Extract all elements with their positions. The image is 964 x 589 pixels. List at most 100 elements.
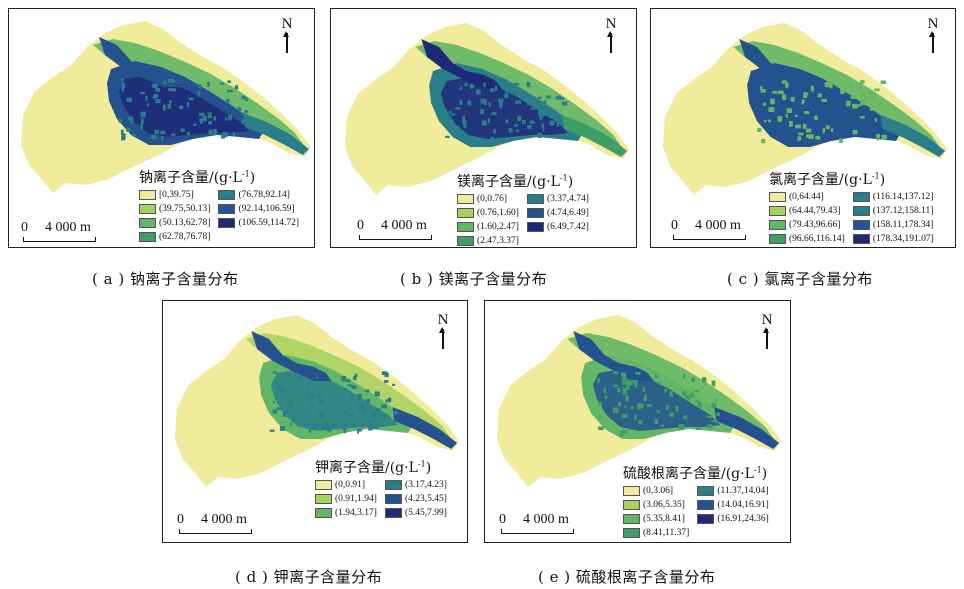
salinity-map-a — [21, 21, 311, 193]
legend-swatch — [623, 485, 640, 496]
map-pixel — [763, 102, 766, 106]
map-pixel — [860, 93, 865, 97]
legend-item: (62.78,76.78] — [139, 231, 210, 242]
map-pixel — [536, 104, 542, 109]
map-pixel — [695, 400, 700, 403]
map-pixel — [303, 422, 308, 427]
map-pixel — [597, 378, 600, 384]
map-pixel — [151, 135, 157, 140]
legend-swatch — [457, 193, 474, 204]
legend-swatch — [139, 203, 156, 214]
map-pixel — [627, 379, 634, 386]
map-pixel — [480, 109, 485, 114]
map-pixel — [207, 81, 210, 87]
map-pixel — [556, 95, 561, 100]
legend-swatch — [139, 231, 156, 242]
map-pixel — [193, 123, 197, 126]
map-pixel — [603, 387, 606, 394]
map-zone — [270, 369, 399, 431]
legend-label: (79.43,96.66] — [789, 219, 841, 230]
legend-label: (137.12,158.11] — [872, 205, 934, 216]
map-pixel — [121, 86, 124, 92]
legend-label: (116.14,137.12] — [872, 191, 934, 202]
legend-title-a: 钠离子含量/(g·L-1) — [139, 169, 256, 186]
legend-item: (5.45,7.99] — [384, 507, 447, 518]
legend-swatch — [139, 217, 156, 228]
map-pixel — [515, 100, 522, 104]
map-pixel — [227, 89, 233, 93]
map-pixel — [549, 120, 555, 126]
legend-label: (11.37,14.04] — [717, 485, 769, 496]
map-zone — [440, 77, 569, 139]
legend-label: (4.23,5.45] — [404, 493, 447, 504]
map-pixel — [187, 131, 190, 136]
map-pixel — [541, 123, 544, 128]
legend-classes-e: (0,3.06] (3.06,5.35] (5.35,8.41] (8.41,11.3… — [623, 485, 769, 538]
map-pixel — [126, 127, 131, 132]
map-zone — [99, 37, 181, 87]
map-pixel — [714, 420, 718, 423]
map-pixel — [795, 124, 801, 129]
map-pixel — [635, 372, 641, 375]
legend-classes-d: (0,0.91] (0.91,1.94] (1.94,3.17] (3.17,4.23… — [315, 479, 447, 518]
map-pixel — [167, 103, 172, 109]
map-pixel — [613, 371, 619, 374]
map-pixel — [225, 117, 228, 121]
legend-label: (3.37,4.74] — [546, 193, 589, 204]
legend-label: (158.11,178.34] — [872, 219, 934, 230]
legend-item: (3.17,4.23] — [384, 479, 447, 490]
legend-label: (4.74,6.49] — [546, 207, 589, 218]
map-pixel — [294, 372, 299, 375]
map-pixel — [343, 429, 347, 434]
map-pixel — [646, 404, 652, 407]
map-pixel — [537, 132, 542, 138]
map-pixel — [321, 414, 324, 419]
map-pixel — [760, 89, 766, 93]
map-pixel — [140, 111, 146, 118]
map-pixel — [372, 418, 375, 424]
legend-item: (0,0.91] — [315, 479, 377, 490]
salinity-map-b — [344, 23, 630, 195]
map-pixel — [385, 399, 390, 403]
map-pixel — [656, 410, 660, 413]
map-pixel — [669, 412, 674, 417]
legend-item: (0,3.06] — [623, 485, 689, 496]
map-pixel — [675, 406, 679, 412]
legend-item: (11.37,14.04] — [697, 485, 768, 496]
map-pixel — [282, 412, 287, 417]
map-pixel — [790, 97, 795, 102]
map-pixel — [372, 425, 376, 429]
map-pixel — [375, 425, 379, 429]
legend-item: (137.12,158.11] — [852, 205, 934, 216]
legend-swatch — [852, 191, 870, 202]
map-pixel — [536, 101, 541, 105]
legend-label: (3.06,5.35] — [643, 499, 685, 510]
map-pixel — [272, 400, 275, 403]
map-pixel — [168, 88, 173, 92]
map-pixel — [519, 94, 525, 99]
map-pixel — [860, 99, 866, 106]
map-pixel — [317, 412, 323, 415]
map-pixel — [556, 122, 559, 127]
map-pixel — [276, 407, 282, 410]
map-pixel — [825, 85, 831, 88]
map-pixel — [317, 393, 323, 397]
map-panel-d: N 钾离子含量/(g·L-1) (0,0.91] (0.91,1.94] (1.94… — [162, 300, 468, 543]
legend-column: (0,0.91] (0.91,1.94] (1.94,3.17] — [315, 479, 377, 518]
legend-swatch — [769, 205, 786, 216]
salinity-map-d — [174, 315, 460, 487]
map-pixel — [619, 430, 624, 437]
map-pixel — [825, 125, 830, 130]
legend-item: (92.14,106.59] — [218, 203, 299, 214]
map-zone — [573, 331, 654, 381]
map-pixel — [197, 90, 201, 97]
legend-label: (0,3.06] — [643, 485, 674, 496]
map-pixel — [347, 384, 352, 387]
map-pixel — [140, 118, 144, 124]
legend-swatch — [852, 205, 870, 216]
map-pixel — [289, 400, 294, 403]
legend-label: (3.17,4.23] — [404, 479, 447, 490]
map-pixel — [480, 98, 486, 104]
map-pixel — [859, 116, 865, 119]
map-pixel — [664, 388, 668, 393]
